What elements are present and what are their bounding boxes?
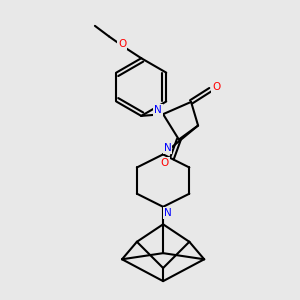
Text: O: O [161,158,169,168]
Text: O: O [212,82,220,92]
Text: N: N [164,208,171,218]
Text: O: O [118,39,126,49]
Text: N: N [164,143,171,153]
Text: N: N [154,105,162,115]
